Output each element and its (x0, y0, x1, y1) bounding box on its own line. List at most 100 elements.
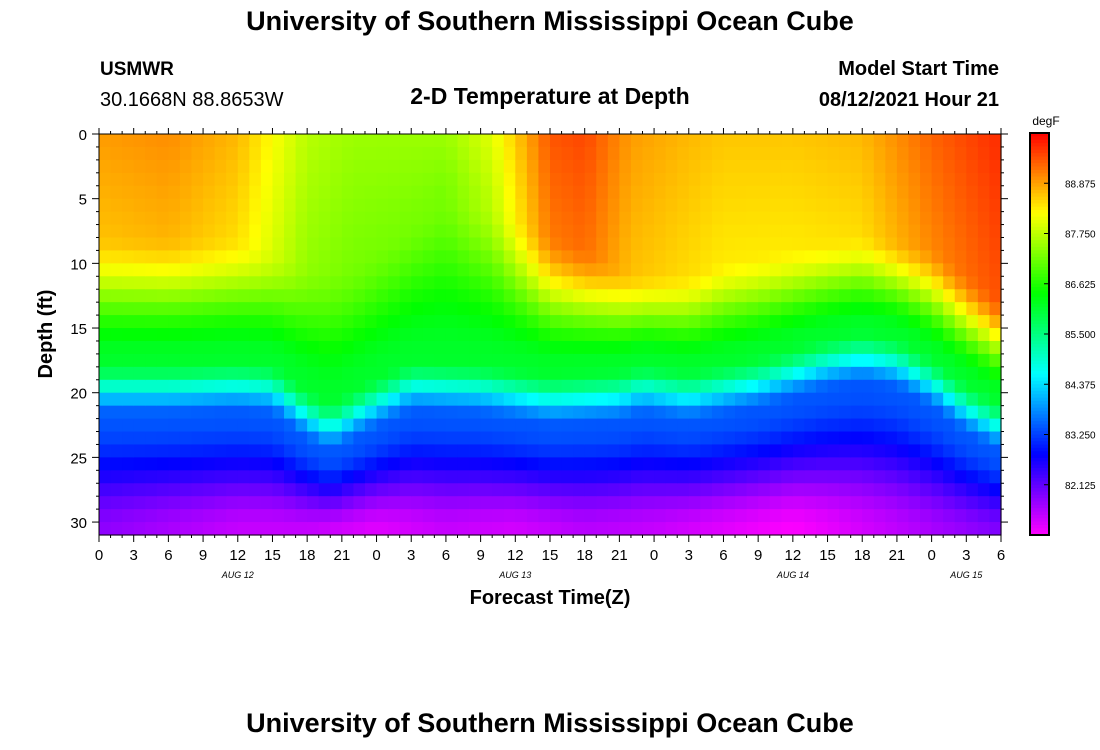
heatmap-cell (156, 250, 169, 264)
colorbar-segment (1030, 320, 1049, 325)
colorbar-segment (1030, 357, 1049, 362)
heatmap-cell (122, 263, 135, 277)
heatmap-cell (179, 302, 193, 316)
heatmap-cell (133, 211, 146, 226)
heatmap-cell (584, 302, 597, 316)
colorbar-segment (1030, 360, 1049, 365)
heatmap-cell (307, 198, 320, 213)
heatmap-cell (179, 470, 193, 484)
heatmap-cell (515, 328, 528, 342)
heatmap-cell (364, 276, 378, 290)
heatmap-cell (677, 211, 690, 226)
heatmap-cell (573, 496, 586, 510)
heatmap-cell (688, 353, 701, 368)
heatmap-cell (654, 509, 667, 523)
heatmap-cell (619, 250, 632, 264)
heatmap-cell (607, 302, 620, 316)
colorbar-segment (1030, 427, 1049, 432)
heatmap-cell (515, 496, 528, 510)
colorbar-segment (1030, 494, 1049, 499)
heatmap-cell (272, 353, 285, 368)
heatmap-cell (920, 470, 933, 484)
heatmap-cell (295, 366, 308, 381)
heatmap-cell (700, 522, 713, 536)
heatmap-cell (492, 340, 505, 355)
heatmap-cell (191, 353, 204, 368)
heatmap-cell (654, 134, 667, 148)
heatmap-cell (550, 496, 563, 510)
heatmap-cell (561, 315, 574, 329)
heatmap-cell (260, 392, 274, 407)
heatmap-cell (353, 185, 366, 200)
heatmap-cell (815, 134, 829, 148)
heatmap-cell (145, 289, 158, 303)
heatmap-cell (272, 392, 285, 407)
colorbar-segment (1030, 303, 1049, 308)
heatmap-cell (977, 431, 991, 446)
heatmap-cell (665, 134, 678, 148)
heatmap-cell (122, 276, 135, 290)
heatmap-cell (885, 237, 898, 252)
heatmap-cell (989, 289, 1002, 303)
heatmap-cell (422, 483, 435, 497)
heatmap-cell (654, 457, 667, 471)
heatmap-cell (908, 237, 921, 252)
heatmap-cell (272, 250, 285, 264)
heatmap-cell (411, 444, 424, 458)
heatmap-cell (977, 444, 991, 458)
heatmap-cell (226, 392, 239, 407)
heatmap-cell (411, 392, 424, 407)
heatmap-cell (260, 289, 274, 303)
heatmap-cell (179, 198, 193, 213)
heatmap-cell (156, 224, 169, 239)
heatmap-cell (122, 250, 135, 264)
heatmap-cell (804, 224, 817, 239)
heatmap-cell (515, 483, 528, 497)
date-label: AUG 14 (776, 570, 809, 580)
heatmap-cell (550, 353, 563, 368)
heatmap-cell (492, 418, 505, 433)
heatmap-cell (966, 146, 979, 161)
heatmap-cell (411, 237, 424, 252)
heatmap-cell (619, 276, 632, 290)
heatmap-cell (179, 159, 193, 174)
heatmap-cell (977, 457, 991, 471)
heatmap-cell (943, 263, 956, 277)
heatmap-cell (272, 159, 285, 174)
heatmap-cell (619, 392, 632, 407)
heatmap-cell (920, 263, 933, 277)
heatmap-cell (179, 146, 193, 161)
heatmap-cell (711, 172, 725, 187)
heatmap-cell (723, 405, 736, 420)
heatmap-cell (364, 172, 378, 187)
colorbar-segment (1030, 417, 1049, 422)
heatmap-cell (99, 302, 112, 316)
heatmap-cell (573, 263, 586, 277)
heatmap-cell (156, 237, 169, 252)
heatmap-cell (249, 185, 262, 200)
heatmap-cell (607, 328, 620, 342)
colorbar-segment (1030, 478, 1049, 482)
heatmap-cell (873, 457, 886, 471)
heatmap-cell (607, 237, 620, 252)
heatmap-cell (295, 496, 308, 510)
heatmap-cell (318, 263, 331, 277)
heatmap-cell (584, 522, 597, 536)
heatmap-cell (226, 509, 239, 523)
heatmap-cell (885, 250, 898, 264)
heatmap-cell (688, 276, 701, 290)
heatmap-cell (538, 185, 551, 200)
heatmap-cell (307, 470, 320, 484)
heatmap-cell (954, 379, 967, 394)
heatmap-cell (873, 185, 886, 200)
heatmap-cell (99, 431, 112, 446)
heatmap-cell (735, 328, 748, 342)
heatmap-cell (665, 483, 678, 497)
heatmap-cell (249, 379, 262, 394)
heatmap-cell (619, 444, 632, 458)
heatmap-cell (122, 224, 135, 239)
heatmap-cell (873, 328, 886, 342)
heatmap-cell (792, 509, 806, 523)
heatmap-cell (908, 315, 921, 329)
heatmap-cell (133, 392, 146, 407)
